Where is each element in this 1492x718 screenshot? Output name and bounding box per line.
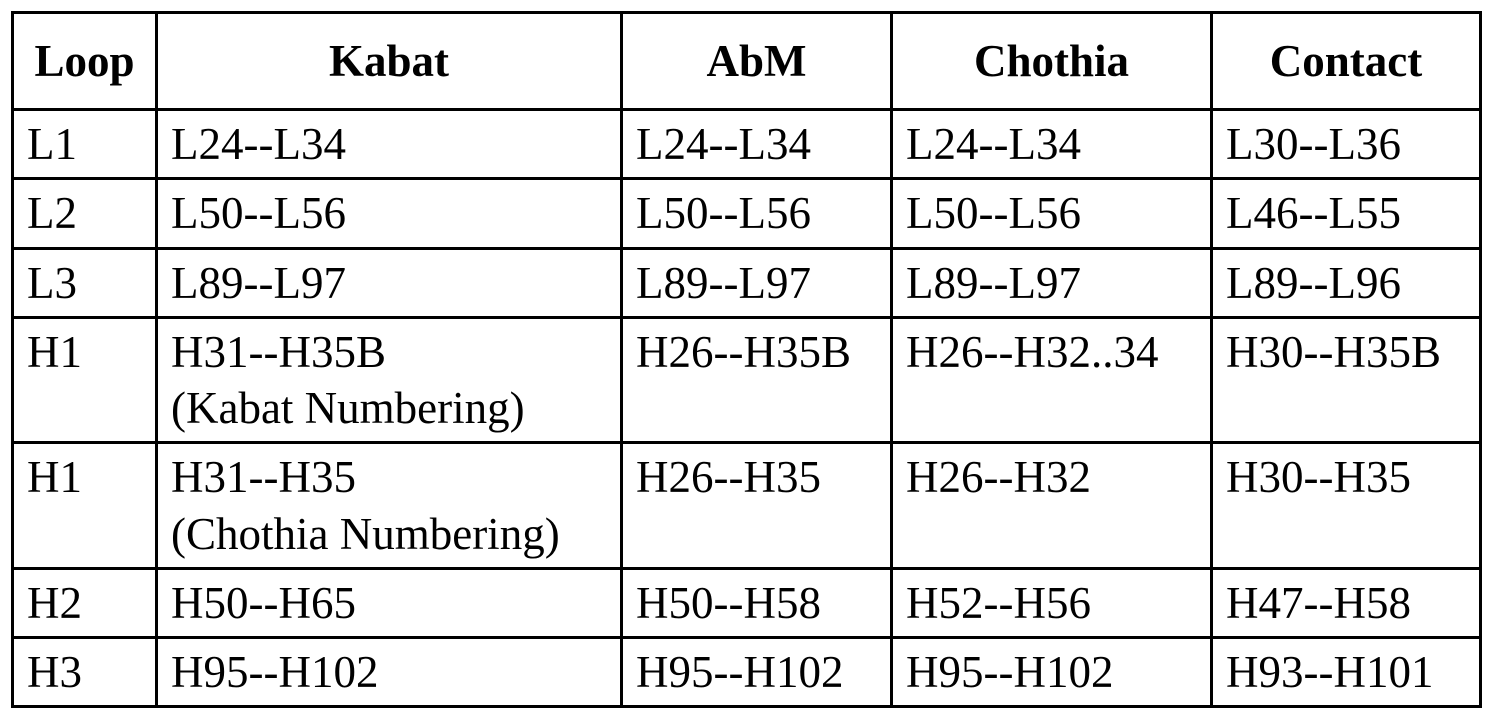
cell-kabat: L24--L34 xyxy=(155,107,623,181)
cell-chothia: H26--H32 xyxy=(890,441,1213,570)
cell-abm: H50--H58 xyxy=(620,566,893,640)
cell-abm: L89--L97 xyxy=(620,246,893,319)
column-header-loop: Loop xyxy=(11,11,158,111)
cell-loop: L3 xyxy=(11,246,158,319)
table-row-l1: L1 L24--L34 L24--L34 L24--L34 L30--L36 xyxy=(11,107,1482,181)
cell-kabat: H31--H35B (Kabat Numbering) xyxy=(155,315,623,445)
cell-kabat: H50--H65 xyxy=(155,566,623,640)
kabat-range: H31--H35 xyxy=(171,452,356,503)
cell-chothia: H52--H56 xyxy=(890,566,1213,640)
cell-abm: L50--L56 xyxy=(620,177,893,250)
kabat-range-note: (Chothia Numbering) xyxy=(171,508,560,559)
kabat-range: H31--H35B xyxy=(171,326,386,377)
header-row: Loop Kabat AbM Chothia Contact xyxy=(11,11,1482,111)
cell-abm: H26--H35 xyxy=(620,441,893,570)
cell-contact: L89--L96 xyxy=(1210,246,1482,319)
cell-kabat: H95--H102 xyxy=(155,635,623,709)
cell-chothia: H26--H32..34 xyxy=(890,315,1213,445)
table-row-l3: L3 L89--L97 L89--L97 L89--L97 L89--L96 xyxy=(11,246,1482,319)
cell-chothia: L89--L97 xyxy=(890,246,1213,319)
cell-abm: H26--H35B xyxy=(620,315,893,445)
cell-contact: L30--L36 xyxy=(1210,107,1482,181)
table-row-h1-chothia: H1 H31--H35 (Chothia Numbering) H26--H35… xyxy=(11,441,1482,570)
column-header-abm: AbM xyxy=(620,11,893,111)
cell-loop: H2 xyxy=(11,566,158,640)
column-header-kabat: Kabat xyxy=(155,11,623,111)
cell-loop: H1 xyxy=(11,441,158,570)
cell-loop: H3 xyxy=(11,635,158,709)
cell-abm: H95--H102 xyxy=(620,635,893,709)
table-row-h2: H2 H50--H65 H50--H58 H52--H56 H47--H58 xyxy=(11,566,1482,640)
table-row-h3: H3 H95--H102 H95--H102 H95--H102 H93--H1… xyxy=(11,635,1482,709)
cell-contact: H47--H58 xyxy=(1210,566,1482,640)
column-header-contact: Contact xyxy=(1210,11,1482,111)
cell-kabat: L50--L56 xyxy=(155,177,623,250)
column-header-chothia: Chothia xyxy=(890,11,1213,111)
table-row-h1-kabat: H1 H31--H35B (Kabat Numbering) H26--H35B… xyxy=(11,315,1482,445)
cell-chothia: L24--L34 xyxy=(890,107,1213,181)
cell-loop: L1 xyxy=(11,107,158,181)
cdr-loop-definitions-table: Loop Kabat AbM Chothia Contact L1 L24--L… xyxy=(11,11,1482,709)
cell-kabat: H31--H35 (Chothia Numbering) xyxy=(155,441,623,570)
cell-chothia: H95--H102 xyxy=(890,635,1213,709)
kabat-range-note: (Kabat Numbering) xyxy=(171,383,525,433)
cell-kabat: L89--L97 xyxy=(155,246,623,319)
cell-contact: H93--H101 xyxy=(1210,635,1482,709)
cell-loop: H1 xyxy=(11,315,158,445)
cell-contact: H30--H35 xyxy=(1210,441,1482,570)
cell-contact: H30--H35B xyxy=(1210,315,1482,445)
cell-contact: L46--L55 xyxy=(1210,177,1482,250)
table-row-l2: L2 L50--L56 L50--L56 L50--L56 L46--L55 xyxy=(11,177,1482,250)
cell-loop: L2 xyxy=(11,177,158,250)
cell-abm: L24--L34 xyxy=(620,107,893,181)
cell-chothia: L50--L56 xyxy=(890,177,1213,250)
